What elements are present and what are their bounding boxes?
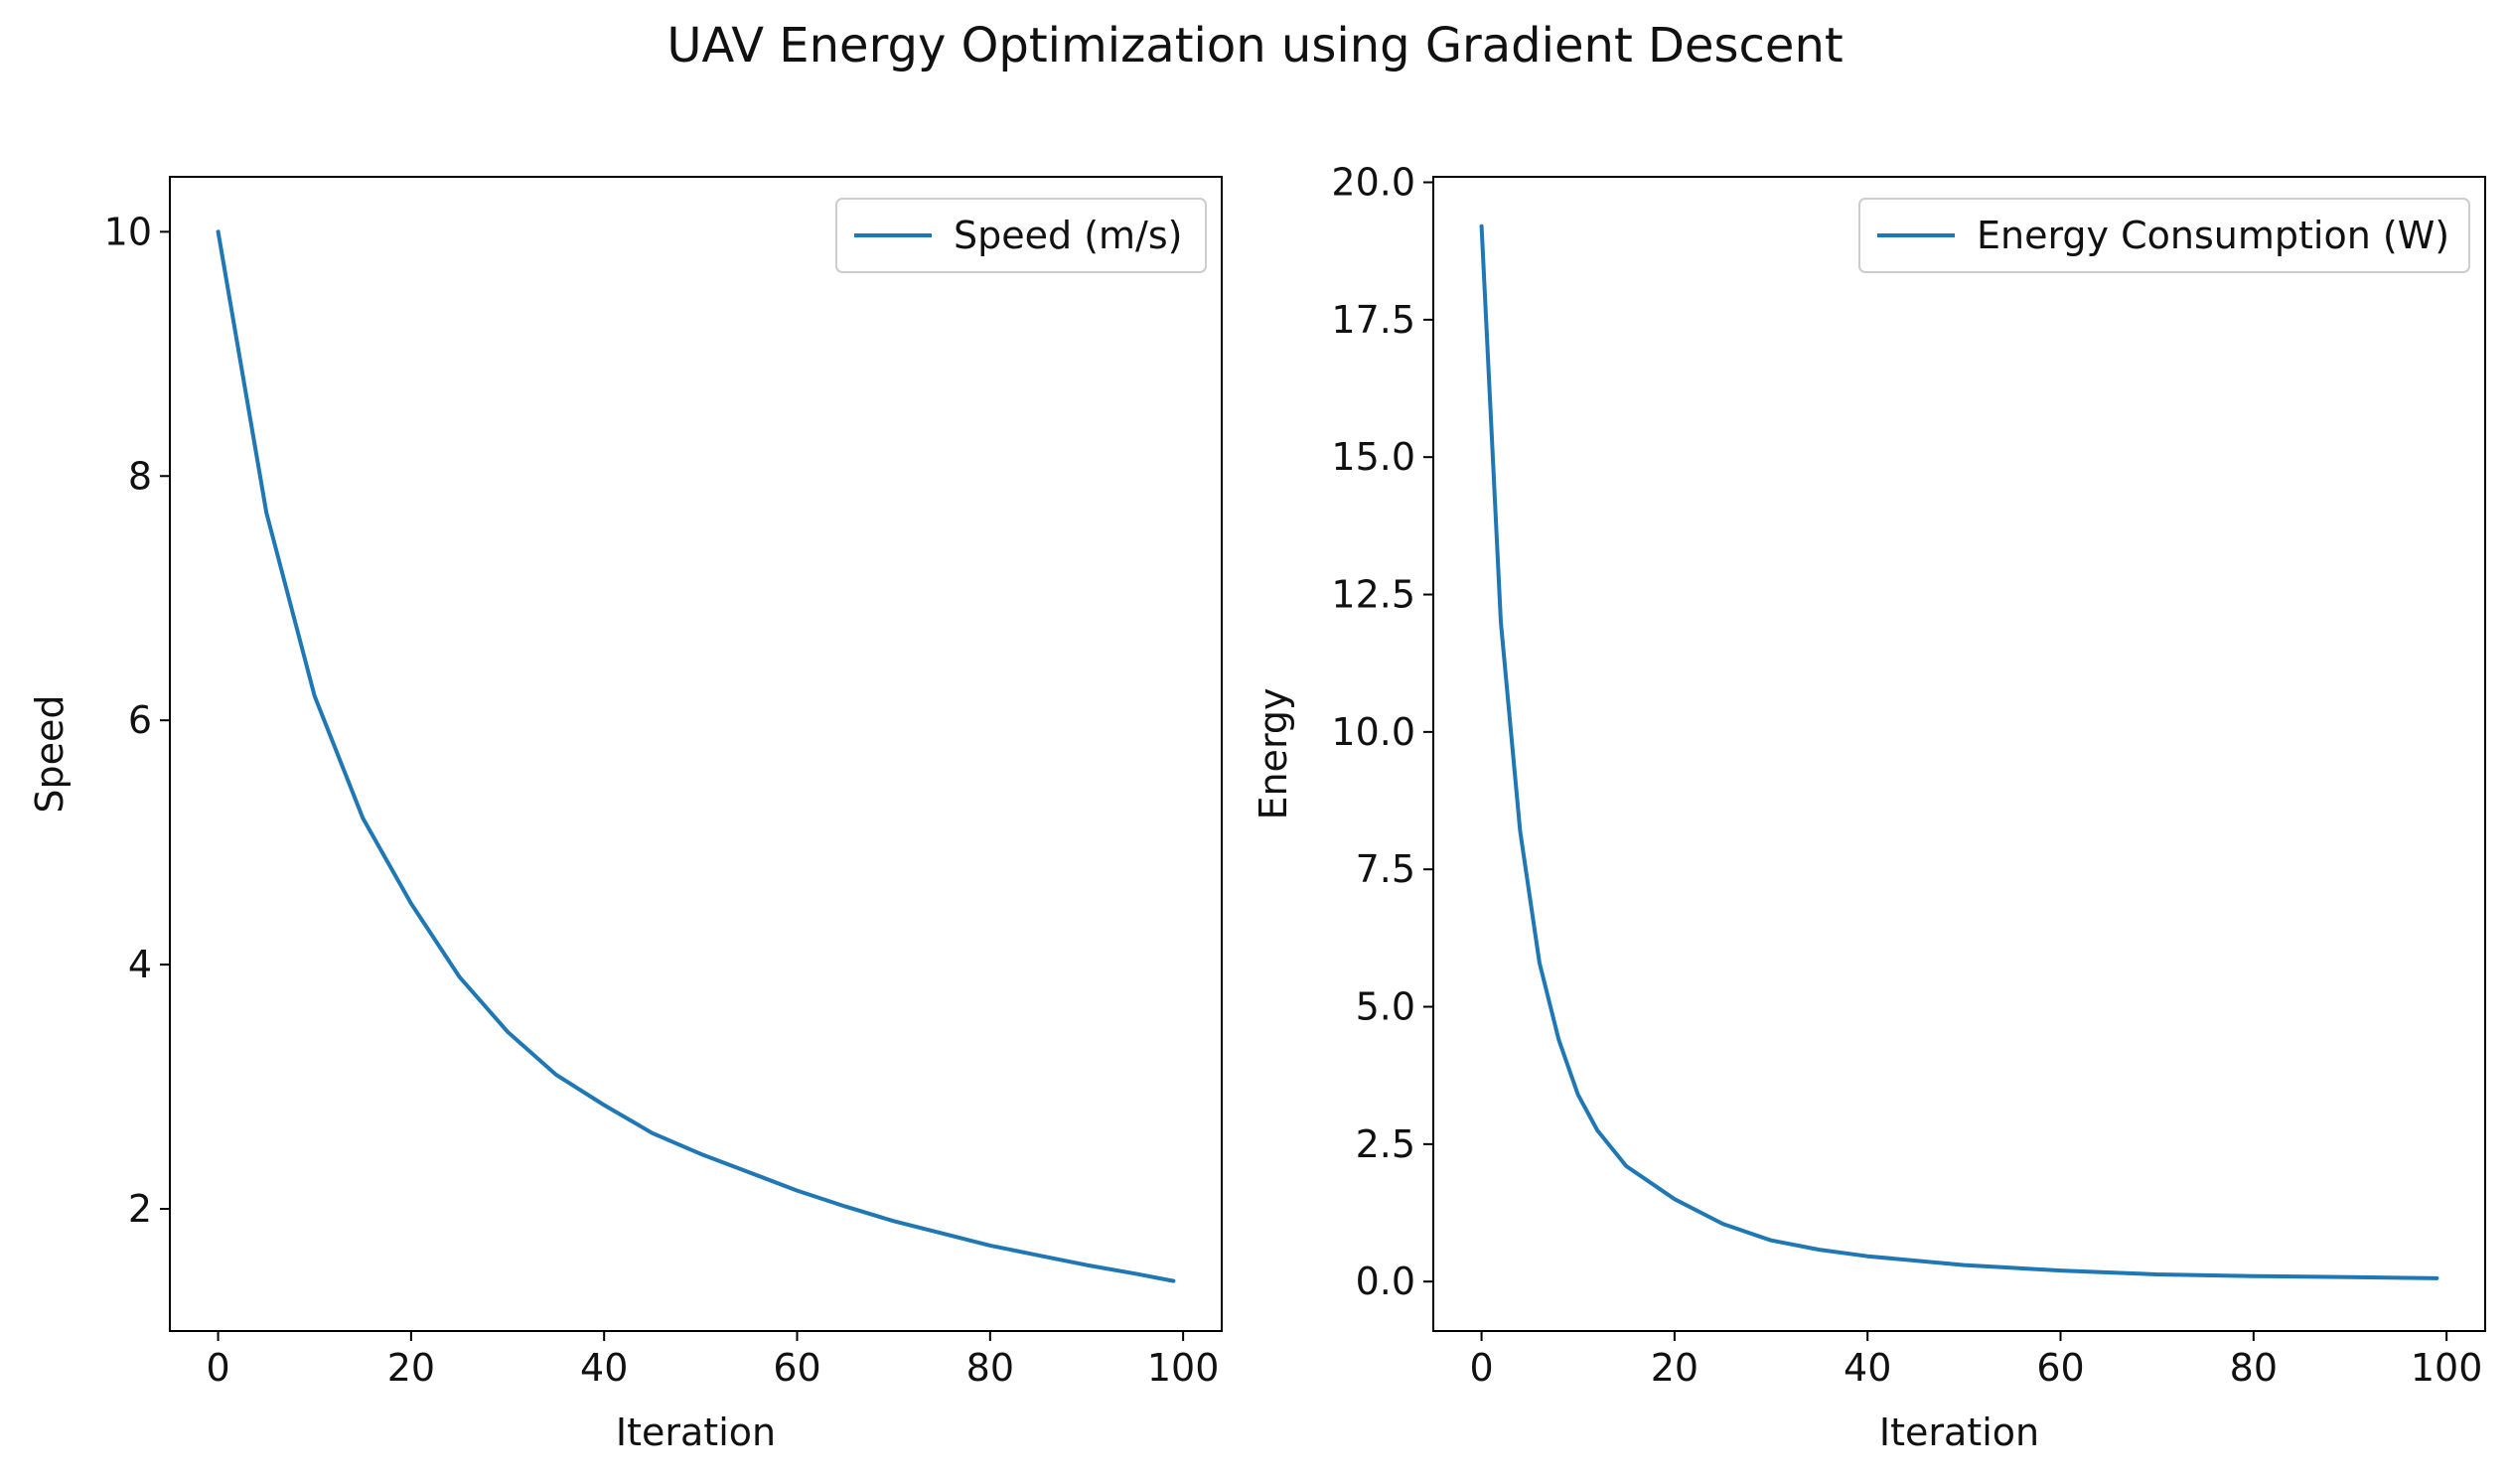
y-tick-label: 15.0 — [1331, 435, 1415, 479]
chart-panel-1: 0 20 40 60 80 100 2 4 6 8 10 Iteration Speed Speed (m… — [28, 176, 1223, 1454]
y-tick-label: 7.5 — [1356, 847, 1415, 891]
y-axis-label: Energy — [1252, 687, 1295, 819]
y-tick-label: 17.5 — [1331, 298, 1415, 342]
x-axis-label: Iteration — [1879, 1410, 2039, 1454]
y-axis-label: Speed — [28, 694, 72, 813]
y-tick-label: 2 — [128, 1187, 152, 1231]
y-tick-label: 5.0 — [1356, 985, 1415, 1029]
x-tick-label: 0 — [206, 1346, 229, 1390]
legend-box — [835, 198, 1207, 273]
x-tick-label: 60 — [2036, 1346, 2084, 1390]
y-tick-label: 8 — [128, 454, 152, 498]
legend-label: Speed (m/s) — [954, 214, 1182, 257]
legend: Energy Consumption (W) — [1858, 198, 2470, 273]
y-tick-label: 10.0 — [1331, 710, 1415, 754]
axes-frame — [169, 176, 1223, 1332]
x-tick-label: 20 — [1651, 1346, 1698, 1390]
legend-box — [1858, 198, 2470, 273]
chart-panel-2: 0 20 40 60 80 100 0.0 2.5 5.0 7.5 10.0 12.5 15.0 17.5… — [1252, 161, 2486, 1454]
legend: Speed (m/s) — [835, 198, 1207, 273]
x-tick-label: 100 — [1147, 1346, 1220, 1390]
x-tick-label: 100 — [2411, 1346, 2483, 1390]
x-tick-label: 0 — [1469, 1346, 1493, 1390]
x-tick-label: 80 — [966, 1346, 1014, 1390]
x-tick-label: 80 — [2230, 1346, 2278, 1390]
y-tick-label: 20.0 — [1331, 161, 1415, 205]
series-line-1 — [1479, 223, 2439, 1280]
y-tick-label: 6 — [128, 698, 152, 742]
series-line-1 — [216, 229, 1176, 1283]
x-tick-label: 20 — [387, 1346, 435, 1390]
legend-label: Energy Consumption (W) — [1977, 214, 2449, 257]
y-tick-label: 2.5 — [1356, 1122, 1415, 1166]
figure-title: UAV Energy Optimization using Gradient D… — [666, 18, 1844, 74]
y-tick-label: 4 — [128, 943, 152, 986]
x-axis-label: Iteration — [616, 1410, 776, 1454]
axes-frame — [1432, 176, 2486, 1332]
x-tick-label: 40 — [1844, 1346, 1891, 1390]
y-tick-label: 10 — [104, 210, 152, 253]
y-tick-label: 12.5 — [1331, 573, 1415, 617]
x-tick-label: 40 — [580, 1346, 628, 1390]
x-tick-label: 60 — [773, 1346, 820, 1390]
y-tick-label: 0.0 — [1356, 1260, 1415, 1303]
